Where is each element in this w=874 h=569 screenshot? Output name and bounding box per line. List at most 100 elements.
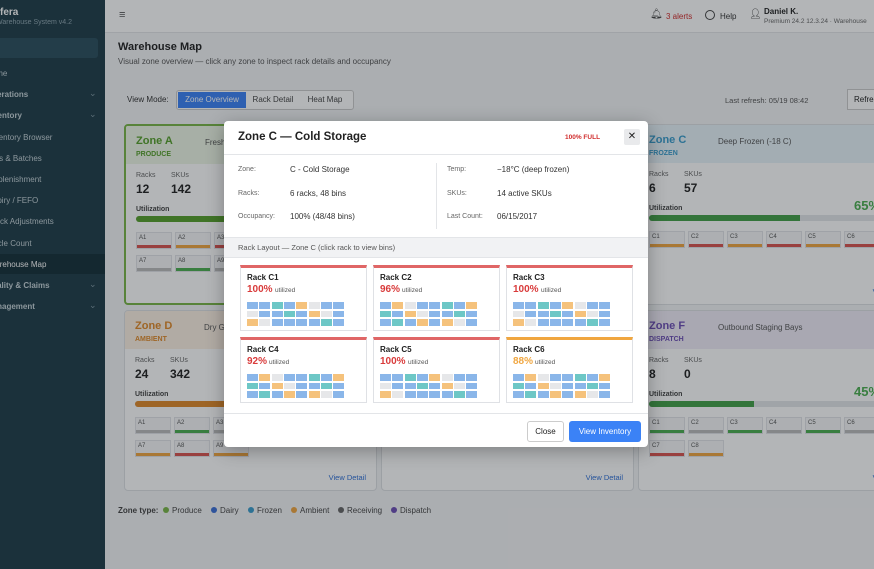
zone-header	[639, 311, 874, 349]
nav-item[interactable]: Lots & Batches	[0, 153, 42, 163]
bin[interactable]: A1	[135, 417, 171, 434]
zone-card[interactable]: Zone F DISPATCH Outbound Staging Bays Racks…	[638, 310, 874, 491]
field-value: 06/15/2017	[497, 212, 538, 221]
zone-type: DISPATCH	[649, 336, 684, 343]
nav-item[interactable]: Warehouse Map	[0, 259, 47, 269]
bin[interactable]: C3	[727, 417, 763, 434]
rack-bin	[416, 302, 428, 309]
rack-note: utilized	[402, 287, 423, 294]
rack-name: Rack C1	[247, 273, 279, 282]
view-detail[interactable]: View Detail	[585, 473, 623, 482]
bin[interactable]: A7	[136, 255, 172, 272]
nav-item[interactable]: Replenishment	[0, 175, 42, 184]
rack-bin	[537, 302, 549, 309]
rack-bin	[296, 310, 308, 318]
bin-label: A8	[178, 258, 186, 264]
rack-note: utilized	[269, 359, 290, 366]
view-mode-button[interactable]: Heat Map	[307, 95, 343, 104]
rack-bin	[574, 302, 586, 309]
close-button[interactable]: Close	[527, 421, 564, 442]
rack-bin	[441, 310, 453, 318]
bin[interactable]: C1	[649, 417, 685, 434]
bin[interactable]: C4	[766, 231, 802, 248]
nav-item[interactable]: Operations	[0, 90, 29, 100]
bin[interactable]: A2	[175, 232, 211, 249]
rack-card[interactable]: Rack C3 100% utilized	[506, 265, 633, 331]
bin-label: C2	[691, 234, 699, 240]
bin-label: C1	[652, 234, 660, 240]
nav-item[interactable]: Management	[0, 302, 35, 312]
rack-bin	[380, 391, 391, 398]
view-detail[interactable]: View Detail	[873, 287, 874, 296]
zone-card[interactable]: Zone C FROZEN Deep Frozen (-18 C) Racks 6 SKU…	[638, 124, 874, 305]
nav-item[interactable]: Expiry / FEFO	[0, 196, 39, 206]
rack-bin	[429, 302, 441, 309]
rack-bin	[525, 374, 537, 381]
close-icon[interactable]: ✕	[624, 129, 640, 145]
bin[interactable]: C6	[844, 417, 874, 434]
bin[interactable]: C3	[727, 231, 763, 248]
rack-note: utilized	[541, 287, 562, 294]
nav-item[interactable]: Inventory Browser	[0, 132, 53, 142]
rack-bin	[247, 302, 258, 309]
legend-item: Ambient	[300, 506, 330, 515]
bin-label: A9	[217, 258, 225, 264]
rack-card[interactable]: Rack C4 92% utilized	[240, 337, 367, 403]
view-detail[interactable]: View Detail	[328, 473, 366, 482]
rack-bin	[416, 374, 428, 381]
refresh-button[interactable]: Refresh	[847, 89, 874, 110]
nav-item[interactable]: Home	[0, 69, 8, 78]
bin[interactable]: A1	[136, 232, 172, 249]
bin[interactable]: C5	[805, 231, 841, 248]
bin[interactable]: A7	[135, 440, 171, 457]
nav-item[interactable]: Stock Adjustments	[0, 217, 54, 227]
bin[interactable]: C5	[805, 417, 841, 434]
divider	[436, 163, 437, 229]
bin[interactable]: C6	[844, 231, 874, 248]
view-mode-button[interactable]: Zone Overview	[178, 92, 246, 108]
stat-label: Racks	[649, 357, 669, 364]
rack-card[interactable]: Rack C1 100% utilized	[240, 265, 367, 331]
rack-bin	[416, 382, 428, 390]
bin-label: C5	[808, 420, 816, 426]
view-mode-button[interactable]: Rack Detail	[252, 95, 294, 104]
bin[interactable]: C8	[688, 440, 724, 457]
stat-label: SKUs	[170, 357, 188, 364]
util-bar	[649, 215, 874, 221]
bin[interactable]: C2	[688, 231, 724, 248]
modal: Zone C — Cold Storage 100% FULL ✕ Zone: C - …	[224, 121, 648, 447]
rack-pct: 88%	[513, 356, 534, 367]
legend-item: Produce	[172, 506, 202, 515]
stat-value: 6	[649, 181, 656, 195]
rack-bin	[466, 302, 478, 309]
bin[interactable]: A8	[175, 255, 211, 272]
rack-bin	[599, 382, 611, 390]
bin[interactable]: C7	[649, 440, 685, 457]
rack-card[interactable]: Rack C5 100% utilized	[373, 337, 500, 403]
stat-label: SKUs	[684, 357, 702, 364]
nav-item[interactable]: Cycle Count	[0, 238, 32, 248]
rack-card[interactable]: Rack C6 88% utilized	[506, 337, 633, 403]
bin-status	[806, 430, 840, 433]
rack-bin	[525, 310, 537, 318]
view-mode-label: View Mode:	[127, 95, 169, 104]
bin[interactable]: C2	[688, 417, 724, 434]
nav-item[interactable]: Quality & Claims	[0, 281, 50, 290]
stat-value: 57	[684, 181, 698, 195]
nav-item[interactable]: Inventory	[0, 111, 23, 121]
rack-pct: 92%	[247, 356, 268, 367]
rack-bin	[562, 310, 574, 318]
bin[interactable]: A2	[174, 417, 210, 434]
bin[interactable]: A8	[174, 440, 210, 457]
bin[interactable]: C1	[649, 231, 685, 248]
view-detail[interactable]: View Detail	[873, 473, 874, 482]
primary-button[interactable]: View Inventory	[569, 421, 641, 442]
rack-card[interactable]: Rack C2 96% utilized	[373, 265, 500, 331]
alerts[interactable]: 3 alerts	[666, 12, 693, 21]
bin[interactable]: C4	[766, 417, 802, 434]
rack-bin	[537, 310, 549, 318]
rack-bin	[296, 391, 308, 398]
rack-bin	[525, 302, 537, 309]
help[interactable]: Help	[720, 12, 737, 21]
rack-bin	[333, 310, 345, 318]
